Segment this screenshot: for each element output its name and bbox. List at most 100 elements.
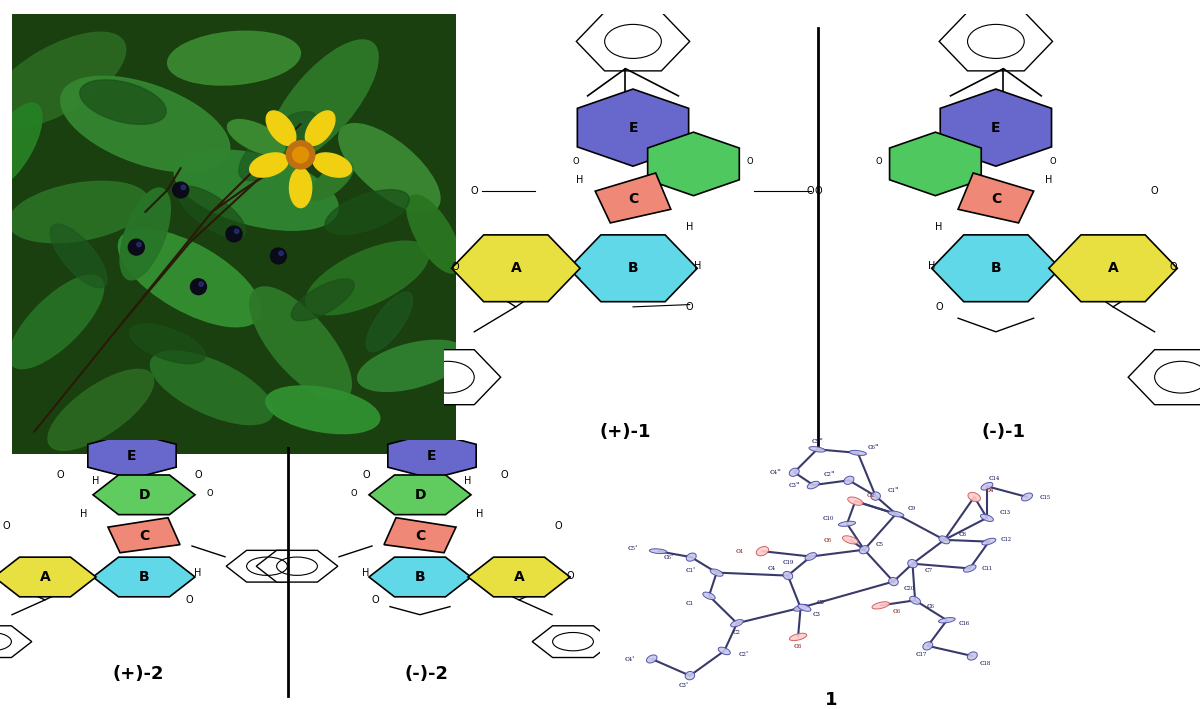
Ellipse shape	[731, 620, 743, 627]
Text: c₄': c₄'	[624, 655, 635, 663]
Text: (-)-1: (-)-1	[982, 423, 1026, 440]
Ellipse shape	[980, 514, 994, 521]
Circle shape	[173, 182, 188, 198]
Text: c₆': c₆'	[664, 553, 674, 561]
Ellipse shape	[907, 559, 917, 568]
Polygon shape	[468, 557, 570, 597]
Polygon shape	[88, 432, 176, 479]
Polygon shape	[577, 89, 689, 166]
Ellipse shape	[266, 386, 379, 434]
Ellipse shape	[798, 604, 811, 611]
Circle shape	[128, 239, 144, 255]
Ellipse shape	[756, 547, 769, 556]
Text: O: O	[56, 469, 64, 479]
Ellipse shape	[847, 497, 863, 506]
Ellipse shape	[292, 279, 354, 321]
Ellipse shape	[338, 123, 440, 213]
Polygon shape	[889, 132, 982, 196]
Text: A: A	[40, 570, 50, 584]
Text: H: H	[1045, 175, 1052, 185]
Polygon shape	[648, 132, 739, 196]
Polygon shape	[94, 475, 194, 515]
Polygon shape	[958, 173, 1033, 223]
Text: c₁": c₁"	[888, 486, 899, 494]
Text: c₅": c₅"	[811, 437, 823, 445]
Polygon shape	[384, 518, 456, 553]
Text: c₂': c₂'	[738, 650, 749, 658]
Text: c₃: c₃	[812, 610, 821, 618]
Text: c₁₀: c₁₀	[822, 514, 834, 522]
Circle shape	[199, 282, 203, 286]
Text: c₆": c₆"	[868, 443, 880, 451]
Ellipse shape	[310, 162, 353, 200]
Circle shape	[234, 229, 239, 233]
Circle shape	[181, 185, 186, 189]
Circle shape	[287, 141, 314, 169]
Text: O: O	[194, 469, 202, 479]
Ellipse shape	[266, 111, 296, 145]
Text: O: O	[206, 489, 214, 498]
Text: H: H	[928, 261, 935, 271]
Ellipse shape	[8, 182, 149, 242]
Ellipse shape	[790, 468, 799, 476]
Text: E: E	[127, 449, 137, 463]
Text: c₃': c₃'	[678, 681, 689, 688]
Polygon shape	[451, 235, 580, 302]
Text: O: O	[572, 157, 580, 166]
Text: B: B	[990, 262, 1001, 275]
Text: O: O	[470, 186, 478, 196]
Ellipse shape	[964, 565, 976, 572]
Text: C: C	[415, 529, 425, 542]
Ellipse shape	[839, 521, 856, 526]
Ellipse shape	[790, 633, 806, 641]
Ellipse shape	[938, 618, 955, 623]
Ellipse shape	[305, 111, 335, 145]
Text: O: O	[566, 571, 574, 581]
Ellipse shape	[168, 31, 300, 85]
Text: O: O	[806, 186, 815, 196]
Text: O: O	[554, 521, 562, 531]
Text: c₉: c₉	[908, 504, 916, 512]
Text: c₁': c₁'	[686, 566, 696, 574]
Polygon shape	[0, 626, 32, 657]
Text: c₁₁: c₁₁	[982, 564, 994, 572]
Polygon shape	[0, 557, 96, 597]
Ellipse shape	[888, 511, 904, 517]
Text: (+)-1: (+)-1	[600, 423, 652, 440]
Ellipse shape	[686, 553, 696, 562]
Text: C: C	[628, 192, 638, 206]
Text: H: H	[194, 568, 202, 578]
Ellipse shape	[61, 77, 229, 172]
Ellipse shape	[48, 369, 154, 450]
Ellipse shape	[358, 340, 466, 391]
Ellipse shape	[808, 481, 820, 489]
Ellipse shape	[910, 596, 920, 604]
Ellipse shape	[366, 292, 413, 352]
Ellipse shape	[306, 241, 428, 315]
Ellipse shape	[50, 224, 107, 288]
Text: E: E	[991, 121, 1001, 135]
Polygon shape	[388, 432, 476, 479]
Polygon shape	[940, 12, 1052, 71]
Text: c₁₃: c₁₃	[1000, 508, 1010, 516]
Ellipse shape	[968, 492, 980, 501]
Text: O: O	[1049, 157, 1056, 166]
Text: c₇: c₇	[924, 566, 932, 574]
Polygon shape	[370, 475, 470, 515]
Text: O: O	[500, 469, 508, 479]
Circle shape	[191, 279, 206, 295]
Text: B: B	[628, 262, 638, 275]
Text: c₂₀: c₂₀	[904, 584, 914, 591]
Polygon shape	[226, 550, 307, 582]
Text: o₂: o₂	[868, 491, 875, 499]
Text: B: B	[139, 570, 149, 584]
Polygon shape	[257, 550, 338, 582]
Text: O: O	[362, 469, 370, 479]
Ellipse shape	[228, 120, 284, 155]
Ellipse shape	[805, 552, 816, 560]
Circle shape	[270, 248, 287, 264]
Polygon shape	[370, 557, 470, 597]
Text: A: A	[510, 262, 521, 275]
Ellipse shape	[130, 324, 205, 364]
Polygon shape	[533, 626, 613, 657]
